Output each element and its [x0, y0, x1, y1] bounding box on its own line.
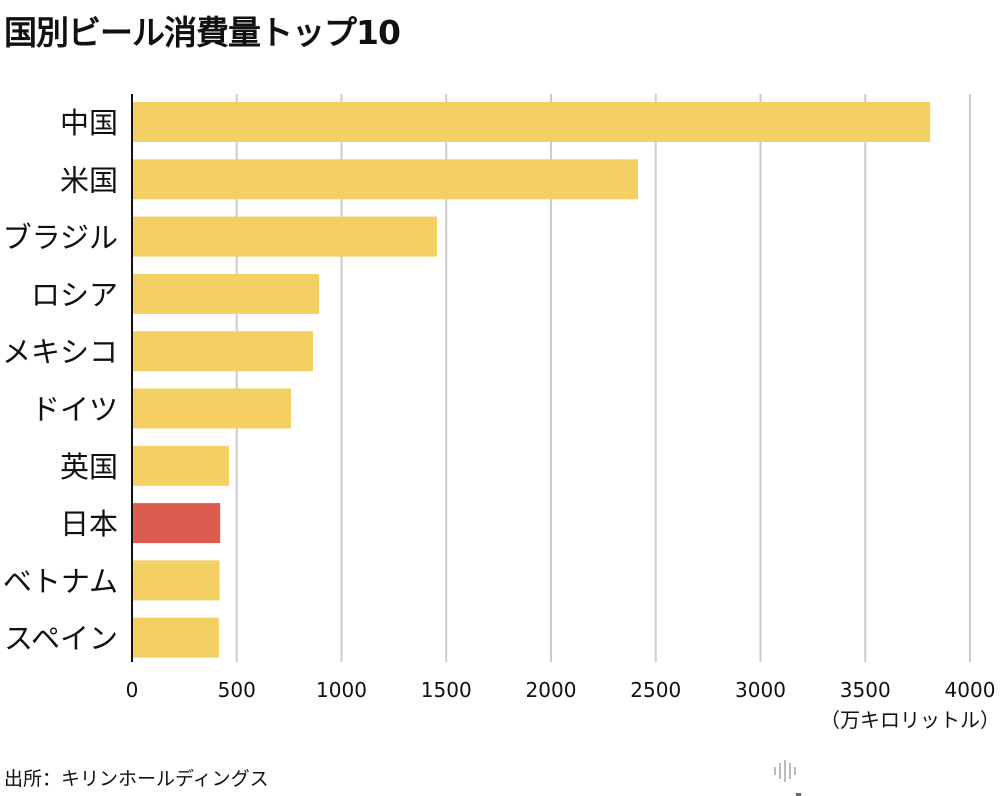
x-tick-label: 0	[126, 678, 139, 702]
category-label: 中国	[60, 106, 118, 140]
source-note: 出所：キリンホールディングス	[4, 768, 269, 790]
x-tick-label: 2500	[630, 678, 681, 702]
bar-4	[132, 273, 320, 314]
x-tick-label: 1500	[421, 678, 472, 702]
x-tick-label: 500	[218, 678, 256, 702]
category-label: ブラジル	[3, 221, 118, 255]
category-label: スペイン	[4, 622, 118, 656]
x-tick-label: 4000	[945, 678, 996, 702]
x-axis-label: （万キロリットル）	[820, 708, 1000, 732]
category-label: ロシア	[31, 278, 118, 312]
bar-8	[132, 503, 221, 544]
sound-wave-icon	[774, 760, 796, 782]
category-label: ベトナム	[3, 564, 118, 598]
bar-7	[132, 445, 229, 486]
x-tick-label: 3000	[735, 678, 786, 702]
bar-9	[132, 560, 220, 601]
category-label: 米国	[60, 163, 118, 197]
bar-1	[132, 102, 931, 142]
bar-3	[132, 216, 438, 257]
chart-title: 国別ビール消費量トップ10	[4, 13, 401, 52]
category-label: 日本	[60, 507, 118, 541]
bar-2	[132, 159, 638, 200]
nippon-logo: nippon.com	[772, 754, 1000, 796]
x-tick-label: 3500	[840, 678, 891, 702]
x-tick-label: 2000	[526, 678, 577, 702]
bar-10	[132, 617, 219, 658]
category-label: ドイツ	[31, 393, 118, 427]
category-label: 英国	[60, 450, 118, 484]
bar-5	[132, 331, 314, 372]
bar-6	[132, 388, 292, 429]
x-tick-label: 1000	[316, 678, 367, 702]
category-label: メキシコ	[2, 335, 118, 369]
bar-chart: 0 500 1000 1500 2000 2500 3000 3500 4000 （万キロリットル…	[2, 94, 1000, 732]
